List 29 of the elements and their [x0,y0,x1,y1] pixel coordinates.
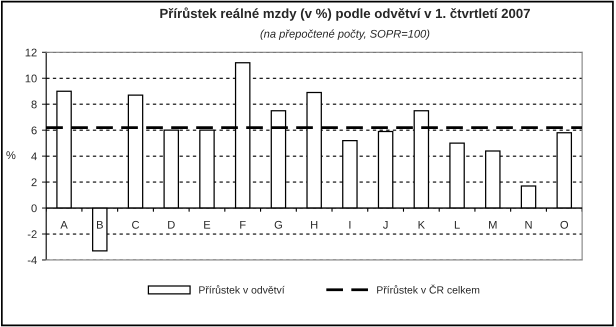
x-tick-label: H [311,220,318,229]
y-tick-label: 10 [26,74,37,82]
chart-title: Přírůstek reálné mzdy (v %) podle odvětví v 1. čtvrtletí 2007 [160,7,530,21]
y-tick-label: -4 [28,256,37,264]
x-tick-label: G [274,220,282,229]
y-tick-label: 8 [31,100,37,108]
x-tick-label: B [97,220,103,229]
y-tick-label: -2 [28,230,37,238]
x-tick-label: F [240,220,246,229]
y-tick-label: 2 [32,178,37,186]
y-tick-label: 12 [26,48,37,56]
x-tick-label: K [418,220,425,229]
x-tick-label: N [525,220,532,229]
y-axis-title: % [6,151,16,160]
x-tick-label: I [349,220,350,229]
x-tick-label: M [489,220,497,229]
chart-subtitle: (na přepočtené počty, SOPR=100) [260,29,430,40]
x-tick-label: D [168,220,175,229]
legend-label: Přírůstek v odvětví [199,285,285,294]
x-tick-label: J [383,220,388,229]
x-tick-label: L [454,220,460,229]
y-tick-label: 0 [31,204,37,212]
x-tick-label: A [60,220,68,229]
x-tick-label: C [132,220,140,229]
x-tick-label: E [204,220,210,229]
x-tick-label: O [560,220,568,229]
y-tick-label: 4 [31,152,37,160]
y-tick-label: 6 [32,126,37,134]
legend-label: Přírůstek v ČR celkem [377,284,480,294]
